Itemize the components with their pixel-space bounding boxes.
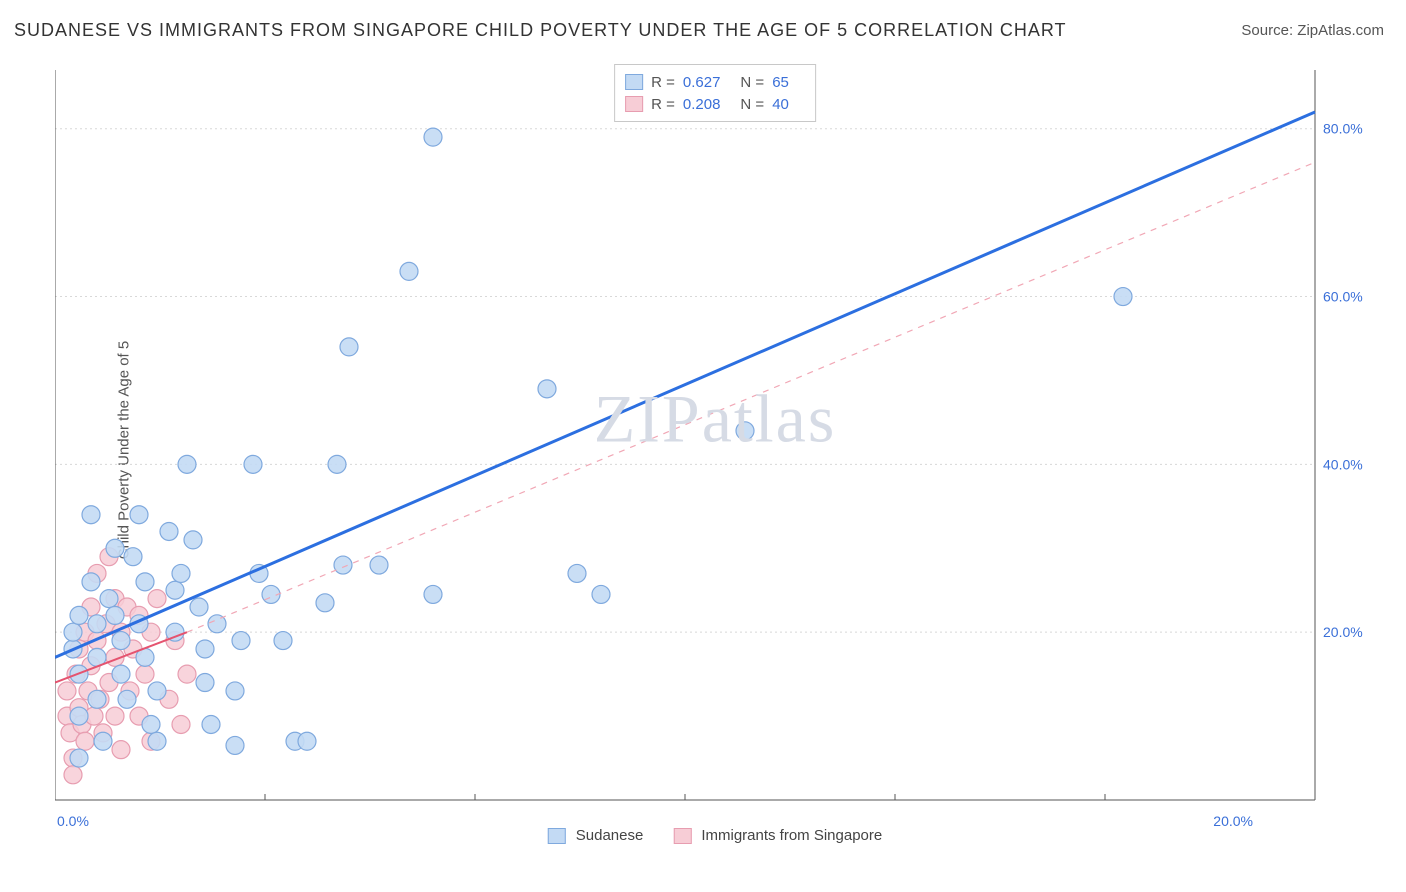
scatter-point-sudanese: [88, 690, 106, 708]
scatter-point-sudanese: [118, 690, 136, 708]
scatter-point-sudanese: [400, 262, 418, 280]
scatter-point-singapore: [58, 682, 76, 700]
series-legend-item: Sudanese: [548, 827, 644, 844]
source-line: Source: ZipAtlas.com: [1241, 22, 1384, 39]
scatter-point-singapore: [172, 715, 190, 733]
scatter-point-sudanese: [274, 632, 292, 650]
scatter-point-sudanese: [298, 732, 316, 750]
scatter-point-sudanese: [112, 632, 130, 650]
x-tick-label: 0.0%: [57, 813, 89, 829]
scatter-point-sudanese: [166, 581, 184, 599]
scatter-point-sudanese: [124, 548, 142, 566]
y-tick-label: 20.0%: [1323, 624, 1363, 640]
scatter-point-sudanese: [316, 594, 334, 612]
scatter-point-singapore: [112, 741, 130, 759]
legend-swatch-icon: [673, 828, 691, 844]
scatter-point-sudanese: [106, 539, 124, 557]
scatter-point-sudanese: [82, 573, 100, 591]
scatter-point-sudanese: [70, 749, 88, 767]
legend-swatch-icon: [625, 96, 643, 112]
scatter-point-sudanese: [226, 736, 244, 754]
scatter-point-sudanese: [94, 732, 112, 750]
scatter-plot-svg: 20.0% 40.0% 60.0% 80.0% 0.0% 20.0%: [55, 60, 1375, 840]
scatter-point-sudanese: [202, 715, 220, 733]
stat-r-label: R =: [651, 96, 675, 113]
stat-legend: R = 0.627 N = 65 R = 0.208 N = 40: [614, 64, 816, 122]
source-name: ZipAtlas.com: [1297, 22, 1384, 39]
scatter-point-sudanese: [130, 506, 148, 524]
scatter-point-sudanese: [424, 585, 442, 603]
scatter-point-singapore: [178, 665, 196, 683]
scatter-point-singapore: [148, 590, 166, 608]
scatter-point-sudanese: [142, 715, 160, 733]
y-tick-label: 60.0%: [1323, 289, 1363, 305]
x-tick-label: 20.0%: [1213, 813, 1253, 829]
legend-swatch-icon: [548, 828, 566, 844]
series-legend: Sudanese Immigrants from Singapore: [548, 827, 882, 844]
stat-n-value: 40: [772, 96, 789, 113]
scatter-point-sudanese: [148, 732, 166, 750]
scatter-point-sudanese: [736, 422, 754, 440]
scatter-point-sudanese: [226, 682, 244, 700]
scatter-point-sudanese: [244, 455, 262, 473]
y-tick-label: 40.0%: [1323, 456, 1363, 472]
source-label: Source:: [1241, 22, 1297, 39]
scatter-point-sudanese: [592, 585, 610, 603]
scatter-point-sudanese: [568, 564, 586, 582]
scatter-point-sudanese: [112, 665, 130, 683]
stat-legend-row: R = 0.208 N = 40: [625, 93, 801, 115]
scatter-point-sudanese: [538, 380, 556, 398]
scatter-point-sudanese: [136, 573, 154, 591]
scatter-point-sudanese: [64, 623, 82, 641]
scatter-point-sudanese: [196, 674, 214, 692]
scatter-point-sudanese: [70, 707, 88, 725]
scatter-point-sudanese: [328, 455, 346, 473]
scatter-point-sudanese: [70, 606, 88, 624]
series-legend-label: Sudanese: [576, 827, 644, 844]
scatter-point-sudanese: [1114, 288, 1132, 306]
chart-title: SUDANESE VS IMMIGRANTS FROM SINGAPORE CH…: [14, 20, 1067, 41]
stat-n-label: N =: [740, 96, 764, 113]
scatter-point-sudanese: [160, 522, 178, 540]
stat-legend-row: R = 0.627 N = 65: [625, 71, 801, 93]
scatter-point-sudanese: [424, 128, 442, 146]
chart-area: Child Poverty Under the Age of 5 20.0%40…: [55, 60, 1375, 840]
scatter-point-sudanese: [100, 590, 118, 608]
scatter-point-sudanese: [184, 531, 202, 549]
scatter-point-sudanese: [148, 682, 166, 700]
stat-r-value: 0.627: [683, 74, 721, 91]
scatter-point-sudanese: [106, 606, 124, 624]
scatter-point-sudanese: [340, 338, 358, 356]
scatter-point-sudanese: [82, 506, 100, 524]
scatter-point-sudanese: [172, 564, 190, 582]
scatter-point-sudanese: [370, 556, 388, 574]
stat-r-value: 0.208: [683, 96, 721, 113]
scatter-point-sudanese: [190, 598, 208, 616]
scatter-point-singapore: [64, 766, 82, 784]
series-legend-item: Immigrants from Singapore: [673, 827, 882, 844]
legend-swatch-icon: [625, 74, 643, 90]
stat-n-label: N =: [740, 74, 764, 91]
scatter-point-sudanese: [178, 455, 196, 473]
series-legend-label: Immigrants from Singapore: [701, 827, 882, 844]
scatter-point-sudanese: [334, 556, 352, 574]
scatter-point-singapore: [136, 665, 154, 683]
stat-n-value: 65: [772, 74, 789, 91]
scatter-point-sudanese: [232, 632, 250, 650]
scatter-point-sudanese: [88, 615, 106, 633]
scatter-point-singapore: [76, 732, 94, 750]
scatter-point-singapore: [106, 707, 124, 725]
stat-r-label: R =: [651, 74, 675, 91]
y-tick-label: 80.0%: [1323, 121, 1363, 137]
scatter-point-sudanese: [196, 640, 214, 658]
